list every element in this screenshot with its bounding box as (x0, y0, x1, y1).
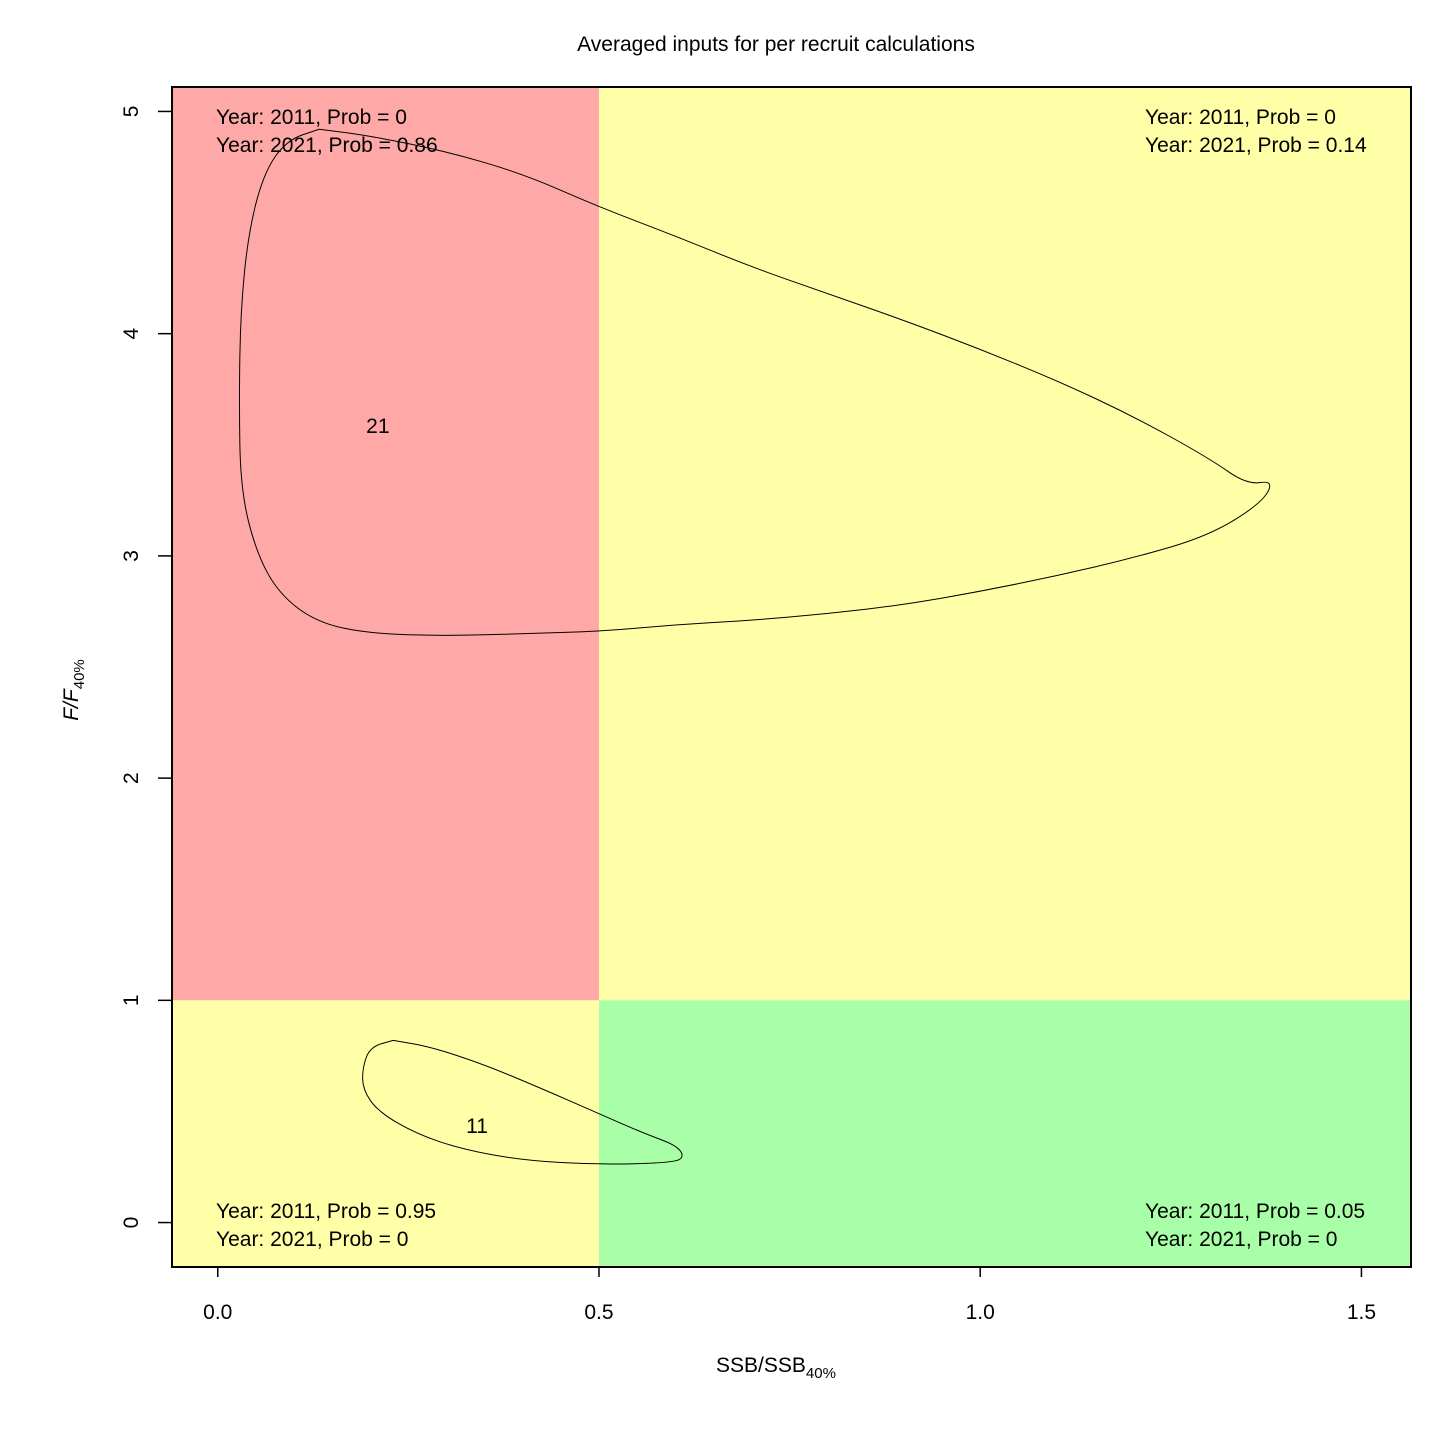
x-tick-label: 1.5 (1347, 1301, 1376, 1324)
y-tick-label: 3 (120, 550, 143, 562)
y-tick-label: 4 (120, 328, 143, 340)
x-axis-label-main: SSB/SSB (716, 1354, 806, 1377)
quadrant-bottom-left (172, 1000, 599, 1267)
contour-label-21: 21 (366, 415, 389, 438)
y-tick-label: 5 (120, 106, 143, 118)
x-tick-label: 1.0 (966, 1301, 995, 1324)
contour-layer: 21 11 (238, 128, 1271, 1165)
prob-label-layer: Year: 2011, Prob = 0 Year: 2021, Prob = 0… (216, 106, 1367, 1251)
y-tick-label: 2 (120, 772, 143, 784)
y-axis-label-sub: 40% (71, 659, 88, 689)
prob-label-top-right-2: Year: 2021, Prob = 0.14 (1145, 134, 1367, 157)
quadrant-top-left (172, 87, 599, 1001)
y-tick-label: 0 (120, 1217, 143, 1229)
contour-11 (362, 1039, 683, 1165)
quadrant-bottom-right (598, 1000, 1411, 1267)
prob-label-bottom-left-1: Year: 2011, Prob = 0.95 (216, 1200, 436, 1223)
prob-label-bottom-left-2: Year: 2021, Prob = 0 (216, 1228, 408, 1251)
prob-label-top-left-1: Year: 2011, Prob = 0 (216, 106, 407, 129)
chart-title: Averaged inputs for per recruit calculat… (577, 33, 975, 56)
prob-label-top-right-1: Year: 2011, Prob = 0 (1145, 106, 1336, 129)
plot-border (171, 86, 1412, 1268)
y-axis-label-main: F/F (60, 688, 83, 721)
x-tick-label: 0.5 (584, 1301, 613, 1324)
contour-21 (238, 128, 1271, 636)
contour-label-11: 11 (466, 1115, 488, 1138)
y-tick-label: 1 (120, 994, 143, 1006)
prob-label-bottom-right-2: Year: 2021, Prob = 0 (1145, 1228, 1337, 1251)
x-axis-label-sub: 40% (806, 1365, 836, 1382)
quadrant-layer (171, 87, 1411, 1267)
quadrant-top-right (598, 87, 1411, 1001)
x-tick-label: 0.0 (203, 1301, 232, 1324)
x-axis-label: SSB/SSB40% (716, 1354, 836, 1382)
y-axis-label: F/F40% (60, 659, 88, 721)
prob-label-top-left-2: Year: 2021, Prob = 0.86 (216, 134, 438, 157)
prob-label-bottom-right-1: Year: 2011, Prob = 0.05 (1145, 1200, 1365, 1223)
